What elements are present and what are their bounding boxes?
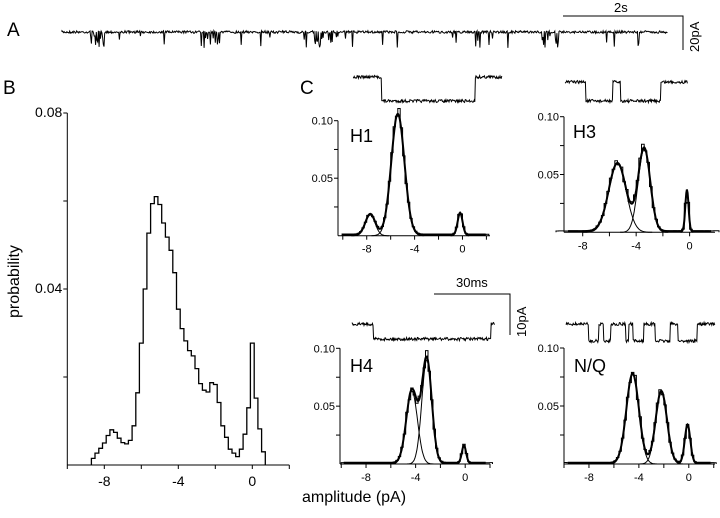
x-tick-label: -8 bbox=[98, 473, 111, 489]
x-tick-label: -4 bbox=[410, 244, 420, 256]
gaussian-fit-sum bbox=[341, 112, 486, 236]
time-scale-c: 30ms bbox=[456, 275, 488, 290]
chart-nq: -8 -4 0 0.05 0.10 N/Q bbox=[538, 343, 717, 484]
gaussian-fit-sum bbox=[568, 146, 711, 233]
histogram-steps bbox=[342, 108, 490, 236]
x-tick-label: -8 bbox=[584, 472, 594, 484]
current-trace-a bbox=[61, 28, 668, 48]
gaussian-fit-1 bbox=[389, 390, 435, 465]
y-tick-label: 0.05 bbox=[312, 173, 333, 185]
gaussian-fit-2 bbox=[406, 359, 447, 465]
x-tick-label: -8 bbox=[362, 244, 372, 256]
current-trace-nq bbox=[565, 320, 716, 345]
current-scale-c: 10pA bbox=[514, 306, 529, 337]
y-tick-label: 0.08 bbox=[35, 104, 62, 120]
gaussian-fit-1 bbox=[351, 214, 389, 237]
gaussian-fit-2 bbox=[371, 114, 425, 237]
gaussian-fit-sum bbox=[567, 372, 711, 464]
scale-bar-c bbox=[434, 293, 511, 335]
x-tick-label: -4 bbox=[634, 472, 644, 484]
panel-label-a: A bbox=[7, 20, 20, 41]
x-tick-label: -4 bbox=[631, 240, 641, 252]
x-tick-label: 0 bbox=[462, 472, 468, 484]
x-tick-label: 0 bbox=[687, 240, 693, 252]
y-tick-label: 0.05 bbox=[538, 170, 559, 182]
panel-label-b: B bbox=[3, 78, 16, 99]
current-trace-h1 bbox=[352, 73, 503, 105]
current-trace-h4 bbox=[351, 321, 495, 343]
gaussian-fit-sum bbox=[343, 355, 486, 464]
time-scale-a: 2s bbox=[614, 0, 628, 15]
histogram-steps bbox=[90, 195, 266, 465]
x-tick-label: 0 bbox=[459, 244, 465, 256]
current-trace-h3 bbox=[564, 79, 688, 105]
current-scale-a: 20pA bbox=[687, 21, 702, 52]
panel-label-c: C bbox=[300, 78, 314, 99]
y-tick-label: 0.10 bbox=[538, 112, 559, 124]
gaussian-fit-1 bbox=[582, 163, 653, 233]
x-tick-label: -8 bbox=[361, 472, 371, 484]
x-axis-label: amplitude (pA) bbox=[302, 489, 407, 506]
y-tick-label: 0.05 bbox=[314, 401, 335, 413]
x-tick-label: -4 bbox=[172, 473, 185, 489]
y-tick-label: 0.10 bbox=[314, 343, 335, 355]
y-axis-label: probability bbox=[6, 245, 23, 318]
x-tick-label: -8 bbox=[578, 240, 588, 252]
scale-bar-a bbox=[563, 15, 684, 50]
gaussian-fit-3 bbox=[676, 425, 699, 465]
histogram-label-h3: H3 bbox=[573, 122, 596, 142]
histogram-label-h1: H1 bbox=[350, 126, 373, 146]
histogram-label-nq: N/Q bbox=[574, 356, 606, 376]
histogram-label-h4: H4 bbox=[350, 356, 373, 376]
chart-h4: -8 -4 0 0.05 0.10 H4 bbox=[314, 343, 493, 484]
chart-h3: -8 -4 0 0.05 0.10 H3 bbox=[538, 112, 720, 252]
y-tick-label: 0.10 bbox=[538, 343, 559, 355]
y-tick-label: 0.04 bbox=[35, 280, 62, 296]
x-tick-label: 0 bbox=[248, 473, 256, 489]
y-tick-label: 0.10 bbox=[312, 116, 333, 128]
chart-h1: -8 -4 0 0.05 0.10 H1 bbox=[312, 108, 490, 256]
chart-b: -8 -4 0 0.04 0.08 bbox=[35, 104, 290, 489]
x-tick-label: 0 bbox=[686, 472, 692, 484]
x-tick-label: -4 bbox=[411, 472, 421, 484]
y-tick-label: 0.05 bbox=[538, 401, 559, 413]
